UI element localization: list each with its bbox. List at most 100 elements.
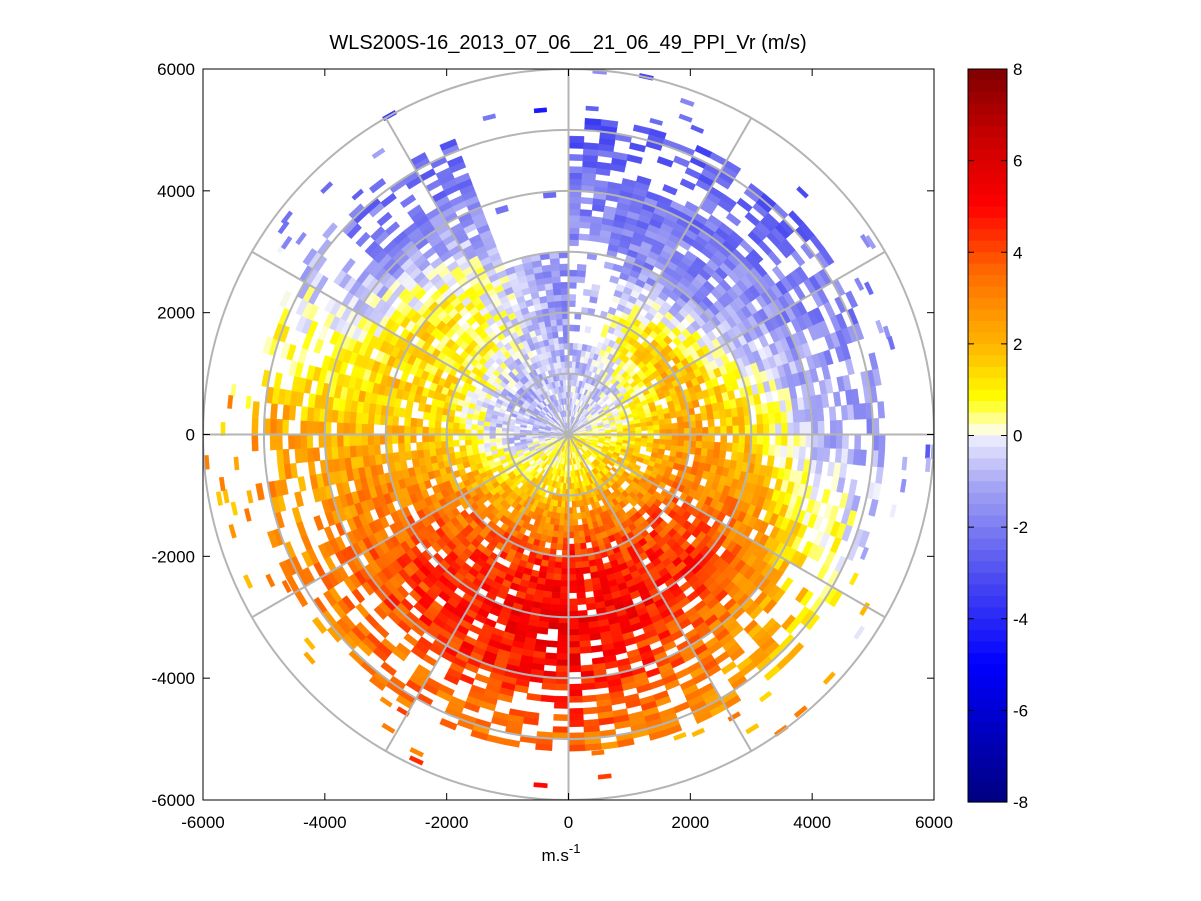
velocity-cell (665, 439, 673, 446)
velocity-cell (355, 411, 363, 424)
velocity-cell (556, 324, 564, 332)
velocity-cell (428, 426, 435, 435)
velocity-cell (415, 426, 423, 435)
velocity-cell (330, 434, 338, 448)
velocity-cell (829, 434, 837, 449)
velocity-cell (343, 445, 351, 459)
velocity-cell (799, 434, 807, 448)
velocity-cell (337, 410, 345, 423)
velocity-cell (552, 282, 562, 290)
velocity-cell (787, 434, 795, 447)
velocity-cell (373, 413, 381, 425)
velocity-cell (787, 422, 795, 435)
velocity-cell (276, 449, 285, 466)
velocity-cell (677, 422, 685, 430)
velocity-cell (774, 445, 782, 458)
velocity-cell (816, 407, 825, 422)
velocity-cell (541, 682, 556, 691)
velocity-cell (434, 420, 442, 429)
velocity-cell (391, 415, 400, 426)
velocity-cell (756, 413, 764, 425)
velocity-cell (560, 568, 569, 575)
velocity-cell (553, 294, 562, 302)
velocity-cell (348, 422, 356, 435)
velocity-cell (568, 214, 581, 222)
velocity-cell (780, 411, 788, 424)
velocity-cell (547, 300, 556, 309)
velocity-cell (545, 288, 555, 297)
velocity-cell (404, 442, 412, 452)
velocity-cell (584, 584, 594, 593)
velocity-cell (550, 597, 561, 606)
velocity-cell (331, 409, 339, 423)
velocity-cell (568, 281, 577, 289)
velocity-cell (568, 580, 577, 588)
velocity-cell (549, 257, 560, 266)
velocity-cell (817, 420, 825, 435)
velocity-cell (536, 626, 549, 635)
velocity-cell (555, 665, 569, 673)
velocity-cell (560, 288, 569, 295)
velocity-cell (702, 434, 709, 443)
velocity-cell (483, 425, 490, 431)
velocity-cell (552, 573, 562, 581)
velocity-cell (823, 434, 831, 449)
velocity-cell (306, 420, 314, 435)
velocity-cell (541, 264, 552, 273)
velocity-cell (552, 331, 559, 339)
velocity-cell (553, 337, 560, 345)
velocity-cell (428, 412, 437, 421)
velocity-cell (572, 506, 578, 514)
velocity-cell (551, 276, 561, 284)
velocity-cell (835, 419, 843, 435)
velocity-cell (579, 640, 592, 648)
velocity-cell (559, 355, 565, 363)
velocity-cell (579, 215, 592, 223)
velocity-cell (572, 513, 578, 520)
velocity-cell (568, 202, 581, 210)
velocity-cell (568, 659, 581, 667)
velocity-cell (355, 445, 363, 458)
velocity-cell (568, 294, 577, 301)
velocity-cell (708, 434, 715, 443)
velocity-cell (417, 402, 426, 412)
velocity-cell (590, 644, 604, 653)
velocity-cell (700, 448, 709, 457)
velocity-cell (774, 411, 782, 424)
velocity-cell (558, 525, 564, 533)
velocity-cell (591, 283, 601, 292)
velocity-cell (568, 653, 581, 661)
velocity-cell (580, 197, 594, 205)
velocity-cell (646, 420, 654, 427)
velocity-cell (556, 318, 564, 326)
velocity-cell (579, 646, 592, 654)
velocity-cell (659, 439, 667, 445)
velocity-cell (568, 178, 583, 186)
velocity-cell (553, 343, 560, 351)
velocity-cell (568, 135, 585, 143)
velocity-cell (367, 413, 375, 425)
velocity-cell (575, 567, 584, 575)
velocity-cell (477, 438, 484, 445)
velocity-cell (571, 500, 577, 508)
velocity-cell (695, 434, 703, 442)
velocity-cell (781, 434, 789, 447)
velocity-cell (737, 415, 746, 426)
velocity-cell (573, 531, 580, 539)
velocity-cell (854, 434, 862, 451)
velocity-cell (580, 664, 594, 672)
velocity-cell (434, 413, 443, 422)
velocity-cell (579, 209, 593, 217)
velocity-cell (568, 166, 583, 174)
velocity-cell (694, 413, 703, 422)
velocity-cell (422, 411, 431, 421)
velocity-cell (545, 640, 558, 648)
velocity-cell (576, 585, 586, 593)
velocity-cell (573, 537, 581, 545)
velocity-cell (367, 444, 375, 456)
velocity-cell (458, 422, 466, 430)
velocity-cell (422, 441, 430, 451)
velocity-cell (732, 434, 740, 444)
velocity-cell (775, 423, 782, 435)
velocity-cell (459, 445, 467, 452)
